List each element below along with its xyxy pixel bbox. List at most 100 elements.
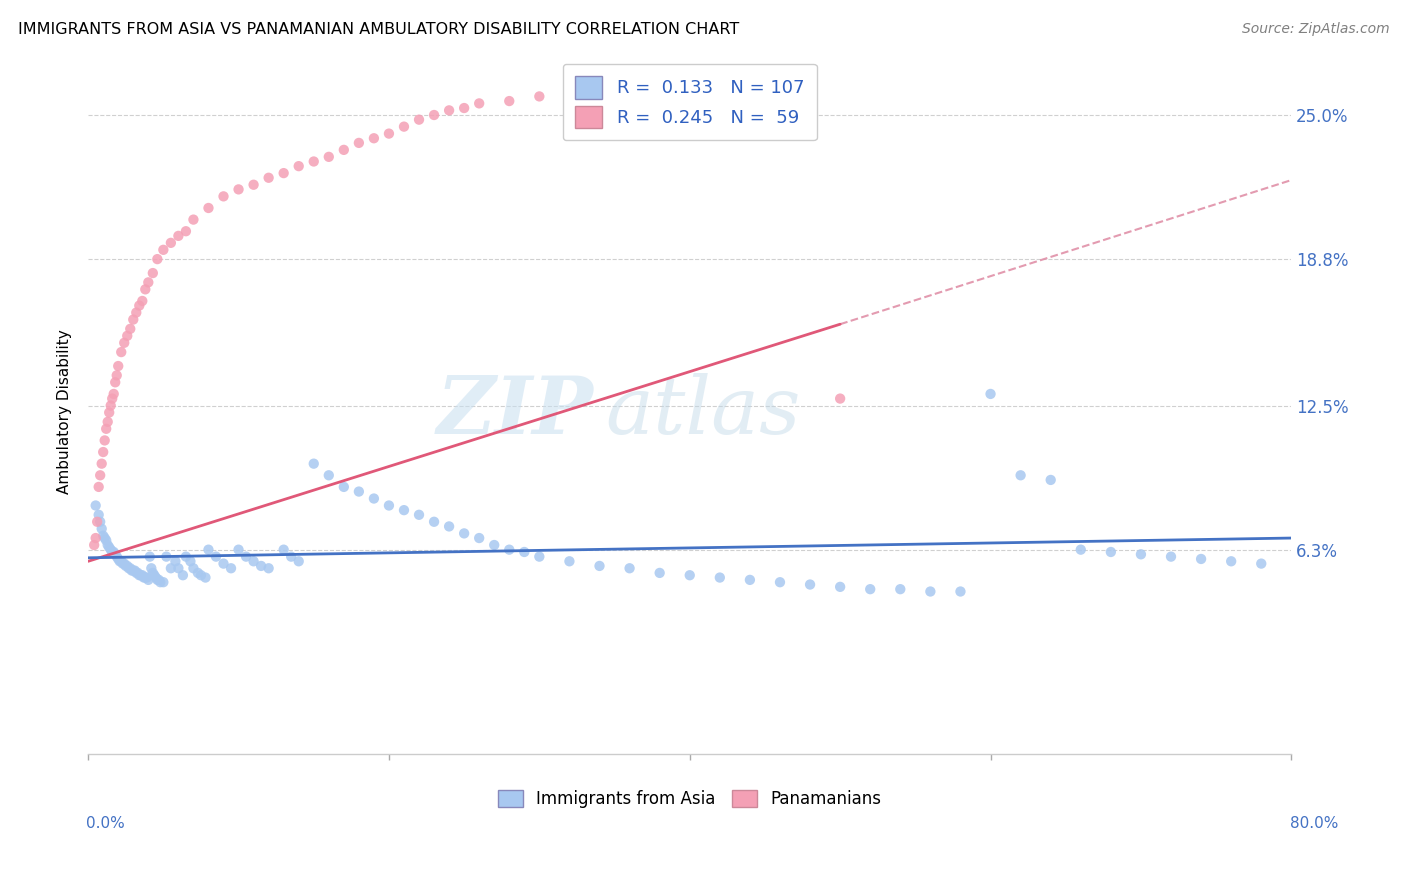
Point (174, 549, 197, 564)
Point (513, 545, 536, 559)
Point (588, 558, 610, 573)
Text: IMMIGRANTS FROM ASIA VS PANAMANIAN AMBULATORY DISABILITY CORRELATION CHART: IMMIGRANTS FROM ASIA VS PANAMANIAN AMBUL… (18, 22, 740, 37)
Text: 80.0%: 80.0% (1291, 816, 1339, 831)
Point (187, 566, 209, 580)
Point (117, 328, 139, 343)
Point (139, 549, 162, 564)
Point (104, 376, 127, 390)
Point (112, 335, 135, 350)
Text: Source: ZipAtlas.com: Source: ZipAtlas.com (1241, 22, 1389, 37)
Point (91, 445, 114, 459)
Point (333, 480, 356, 494)
Point (136, 276, 159, 290)
Point (149, 575, 172, 590)
Point (160, 235, 183, 250)
Point (183, 212, 205, 227)
Point (648, 566, 671, 580)
Point (124, 564, 146, 578)
Point (363, 491, 385, 506)
Point (183, 561, 205, 575)
Point (423, 108, 446, 122)
Point (110, 345, 132, 359)
Point (101, 545, 124, 559)
Point (498, 542, 520, 557)
Point (1220, 554, 1243, 568)
Point (90, 522, 112, 536)
Point (302, 154, 325, 169)
Point (142, 266, 165, 280)
Point (1039, 473, 1062, 487)
Point (529, 549, 551, 564)
Point (167, 561, 190, 575)
Point (830, 392, 852, 406)
Point (1189, 552, 1212, 566)
Point (949, 584, 972, 599)
Point (468, 96, 491, 111)
Point (318, 150, 340, 164)
Point (87, 480, 110, 494)
Point (242, 554, 264, 568)
Point (980, 387, 1002, 401)
Point (257, 170, 280, 185)
Point (100, 542, 122, 557)
Point (1160, 549, 1182, 564)
Text: 0.0%: 0.0% (86, 816, 125, 831)
Point (91, 529, 114, 543)
Point (212, 557, 235, 571)
Point (90, 457, 112, 471)
Point (242, 178, 264, 192)
Point (101, 392, 124, 406)
Text: atlas: atlas (606, 373, 801, 450)
Point (84, 499, 107, 513)
Point (830, 580, 852, 594)
Point (1250, 557, 1272, 571)
Point (107, 359, 129, 373)
Point (84, 531, 107, 545)
Point (212, 189, 235, 203)
Point (83, 538, 105, 552)
Point (889, 582, 911, 597)
Point (121, 564, 143, 578)
Point (859, 582, 882, 597)
Point (287, 554, 309, 568)
Point (194, 570, 217, 584)
Point (437, 103, 460, 118)
Point (131, 293, 153, 308)
Point (89, 515, 111, 529)
Point (302, 457, 325, 471)
Point (408, 112, 430, 127)
Point (93, 434, 115, 448)
Point (128, 568, 150, 582)
Point (97, 415, 120, 429)
Point (529, 89, 551, 103)
Point (799, 577, 821, 591)
Point (197, 201, 219, 215)
Point (167, 228, 190, 243)
Point (172, 568, 194, 582)
Point (86, 515, 108, 529)
Point (112, 557, 135, 571)
Point (127, 566, 149, 580)
Point (120, 322, 142, 336)
Point (111, 557, 134, 571)
Point (287, 159, 309, 173)
Point (165, 554, 187, 568)
Point (142, 566, 165, 580)
Point (392, 503, 415, 517)
Point (228, 542, 250, 557)
Point (131, 568, 153, 582)
Point (141, 561, 163, 575)
Point (219, 561, 242, 575)
Point (145, 570, 167, 584)
Point (709, 570, 731, 584)
Point (103, 545, 125, 559)
Point (143, 568, 166, 582)
Point (197, 542, 219, 557)
Point (107, 552, 129, 566)
Point (619, 561, 641, 575)
Point (738, 573, 761, 587)
Point (105, 368, 128, 383)
Point (104, 547, 127, 561)
Point (1010, 468, 1032, 483)
Point (110, 554, 132, 568)
